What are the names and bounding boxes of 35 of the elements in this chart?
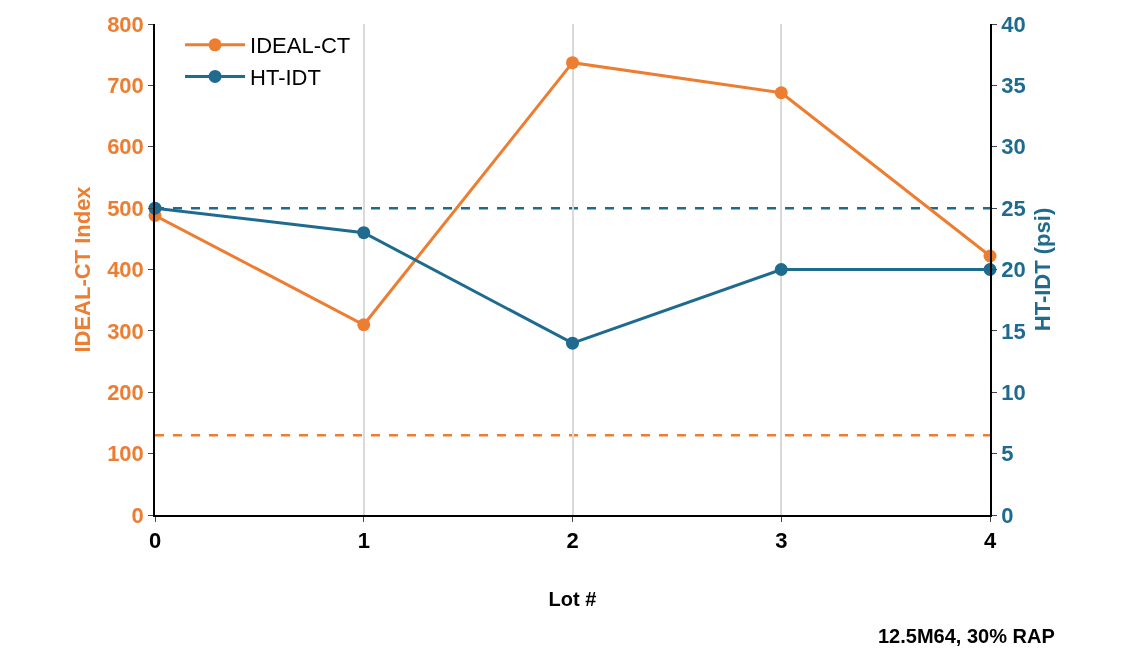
x-tick-label: 1 bbox=[357, 528, 370, 554]
y-axis-title: IDEAL-CT Index bbox=[70, 185, 96, 353]
y-tick-label: 500 bbox=[107, 195, 144, 221]
y2-tick-label: 25 bbox=[1001, 195, 1026, 221]
point bbox=[774, 86, 788, 100]
y2-tick-label: 35 bbox=[1001, 73, 1026, 99]
y-tick-label: 600 bbox=[107, 134, 144, 160]
y-tick-label: 700 bbox=[107, 73, 144, 99]
y2-tick-label: 0 bbox=[1001, 502, 1014, 528]
y2-tick-label: 10 bbox=[1001, 379, 1026, 405]
y2-tick-label: 5 bbox=[1001, 441, 1014, 467]
x-tick-label: 3 bbox=[775, 528, 788, 554]
y2-tick-label: 15 bbox=[1001, 318, 1026, 344]
y2-tick-label: 30 bbox=[1001, 134, 1026, 160]
legend-label: IDEAL-CT bbox=[250, 33, 351, 59]
y-tick-label: 400 bbox=[107, 257, 144, 283]
y-tick-label: 800 bbox=[107, 11, 144, 37]
x-axis-title: Lot # bbox=[548, 588, 597, 611]
point bbox=[774, 263, 788, 276]
x-tick-label: 0 bbox=[148, 528, 162, 554]
point bbox=[357, 318, 371, 332]
text: 12.5M64, 30% RAP bbox=[878, 625, 1055, 647]
x-tick-label: 4 bbox=[983, 528, 997, 554]
y2-axis-title: HT-IDT (psi) bbox=[1030, 207, 1056, 332]
y-tick-label: 300 bbox=[107, 318, 144, 344]
y2-tick-label: 40 bbox=[1001, 11, 1026, 37]
y-tick-label: 0 bbox=[131, 502, 144, 528]
legend-label: HT-IDT bbox=[250, 64, 321, 90]
y-tick-label: 100 bbox=[107, 441, 144, 467]
y2-tick-label: 20 bbox=[1001, 257, 1026, 283]
point bbox=[566, 56, 579, 70]
y-tick-label: 200 bbox=[107, 379, 144, 405]
x-tick-label: 2 bbox=[566, 528, 579, 554]
point bbox=[566, 336, 579, 350]
point bbox=[357, 226, 371, 240]
